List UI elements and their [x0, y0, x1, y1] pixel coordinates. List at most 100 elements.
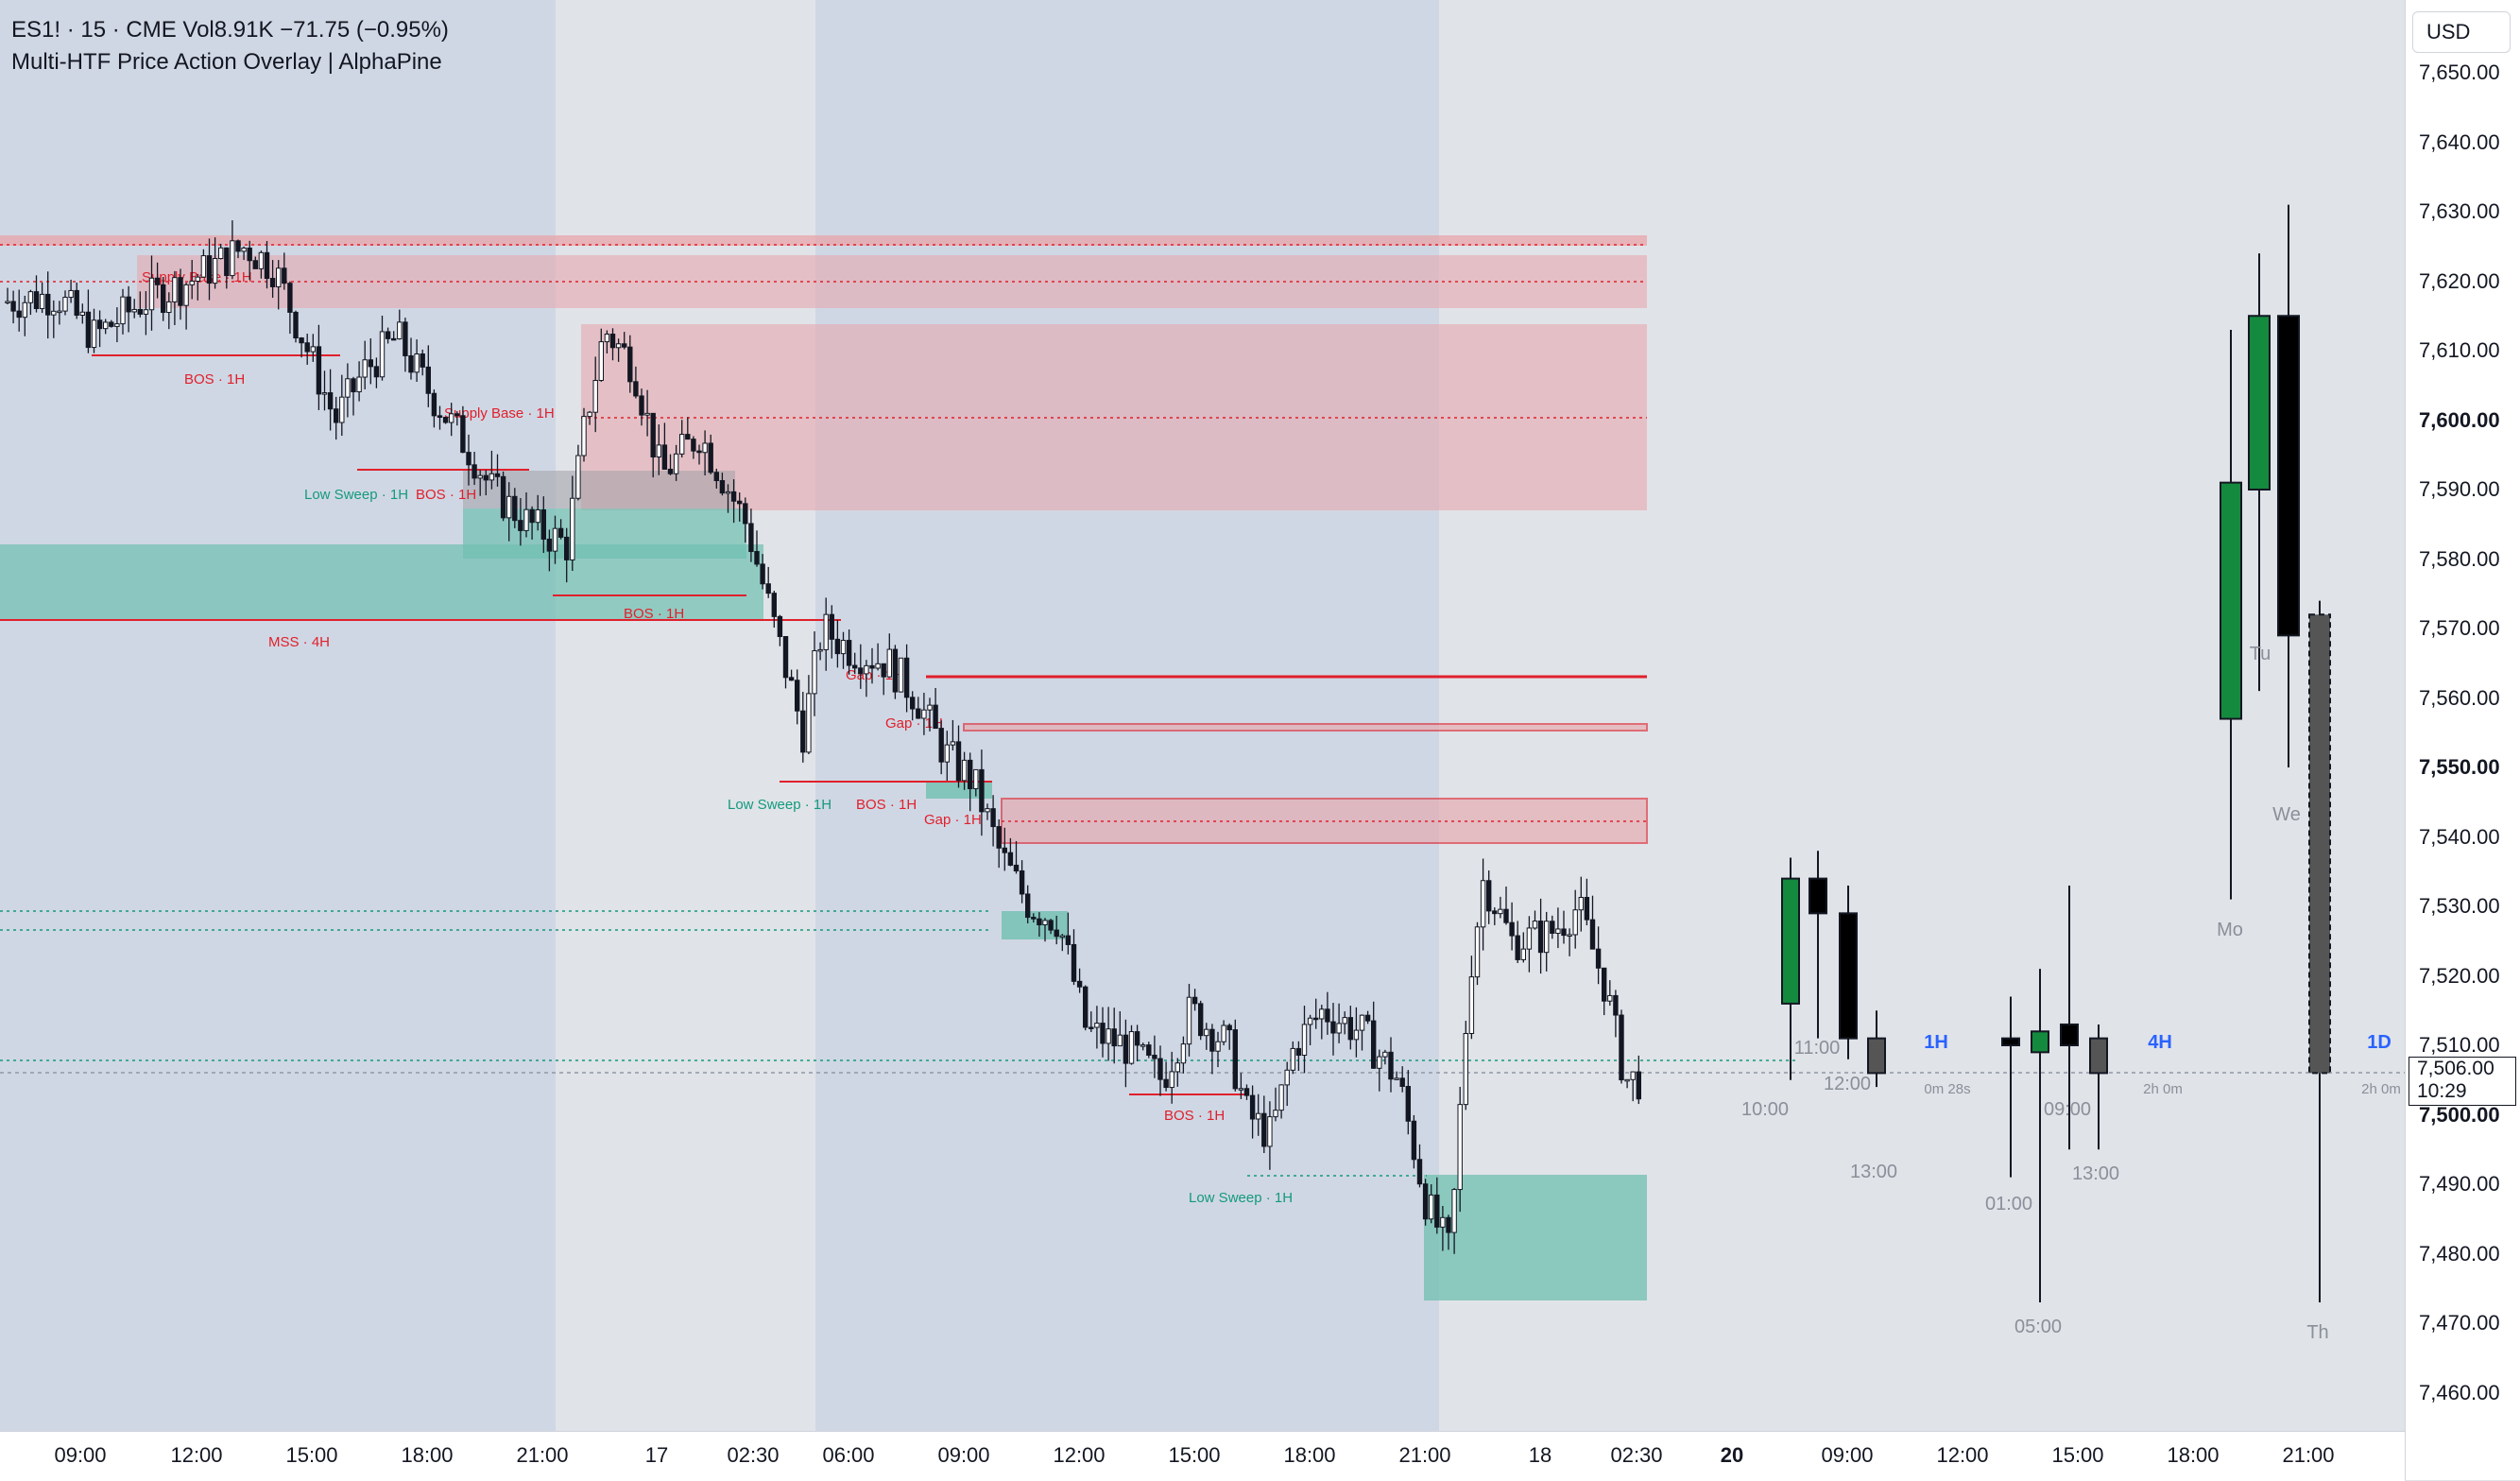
- candle-body: [103, 321, 109, 330]
- candle-body: [431, 392, 437, 417]
- candle-body: [148, 277, 155, 311]
- candle-body: [1520, 948, 1526, 960]
- candle-body: [968, 759, 973, 790]
- time-tick: 21:00: [516, 1443, 569, 1467]
- indicator-title[interactable]: Multi-HTF Price Action Overlay | AlphaPi…: [11, 49, 442, 75]
- time-axis[interactable]: 09:00 12:00 15:00 18:00 21:00 17 02:30 06:00 09:…: [0, 1431, 2405, 1481]
- candle-body: [339, 396, 345, 423]
- candle-body: [1226, 1025, 1232, 1031]
- candle-body: [212, 258, 218, 284]
- candle-body: [91, 319, 97, 349]
- candle-body: [1498, 908, 1503, 915]
- candle-body: [22, 301, 28, 319]
- structure-label: Gap · 1H: [924, 812, 982, 828]
- candle-body: [408, 354, 414, 373]
- candle-body: [1059, 935, 1065, 939]
- time-tick: 06:00: [822, 1443, 875, 1467]
- candle-body: [950, 741, 956, 746]
- price-tick: 7,460.00: [2419, 1380, 2500, 1404]
- structure-label: Low Sweep · 1H: [728, 797, 831, 813]
- candle-body: [1238, 1088, 1244, 1091]
- price-axis[interactable]: 7,650.00 7,640.00 7,630.00 7,620.00 7,610.00…: [2405, 0, 2520, 1480]
- price-tick: 7,510.00: [2419, 1033, 2500, 1057]
- candle-body: [195, 276, 201, 282]
- candle-body: [1434, 1194, 1440, 1228]
- candle-body: [166, 301, 172, 314]
- candle-body: [51, 310, 57, 316]
- candle-body: [529, 508, 535, 524]
- candle-body: [1613, 994, 1619, 1016]
- candle-body: [1619, 1014, 1624, 1081]
- candle-body: [1295, 1047, 1302, 1056]
- candle-body: [1463, 1033, 1468, 1106]
- candle-body: [1042, 920, 1048, 926]
- candle-body: [961, 759, 968, 782]
- candle-body: [864, 664, 869, 675]
- candle-body: [1561, 928, 1567, 937]
- candle-body: [1157, 1058, 1163, 1080]
- candle-body: [1215, 1041, 1221, 1052]
- candle-body: [5, 301, 10, 303]
- candle-body: [334, 408, 339, 423]
- structure-label: BOS · 1H: [856, 797, 917, 813]
- price-tick: 7,590.00: [2419, 477, 2500, 501]
- time-tick: 09:00: [1821, 1443, 1874, 1467]
- htf-candle-body: [2089, 1037, 2108, 1075]
- candle-body: [1232, 1029, 1238, 1090]
- candle-body: [1589, 919, 1596, 950]
- price-tick: 7,650.00: [2419, 60, 2500, 84]
- candle-body: [1382, 1051, 1388, 1058]
- candle-body: [460, 415, 466, 454]
- candle-body: [1123, 1034, 1129, 1064]
- candle-body: [1186, 996, 1192, 1045]
- candle-body: [1221, 1025, 1226, 1042]
- candle-body: [702, 442, 708, 454]
- candle-body: [685, 434, 691, 440]
- candle-body: [598, 341, 604, 382]
- htf-candle-body: [1809, 877, 1827, 915]
- candle-body: [131, 308, 137, 313]
- candle-body: [743, 503, 748, 525]
- candle-body: [293, 311, 299, 339]
- price-tick: 7,520.00: [2419, 963, 2500, 988]
- candle-body: [996, 826, 1002, 849]
- candle-body: [1468, 976, 1475, 1035]
- currency-button[interactable]: USD: [2412, 11, 2511, 53]
- candle-body: [916, 708, 921, 719]
- candle-body: [1474, 926, 1481, 978]
- symbol-info[interactable]: ES1! · 15 · CME Vol8.91K −71.75 (−0.95%): [11, 17, 449, 43]
- candle-body: [1492, 910, 1498, 915]
- htf-candle-body: [1781, 877, 1800, 1005]
- candle-body: [737, 500, 743, 505]
- htf-candle-body: [2308, 613, 2331, 1075]
- candle-body: [1054, 929, 1059, 938]
- candle-body: [299, 337, 304, 344]
- candle-body: [1336, 1023, 1342, 1034]
- candle-body: [1301, 1024, 1308, 1056]
- demand-zone: [1424, 1175, 1647, 1300]
- candle-body: [1191, 996, 1198, 1005]
- candle-body: [754, 551, 760, 565]
- candle-body: [1526, 927, 1533, 950]
- candle-body: [241, 247, 247, 252]
- candle-body: [858, 667, 864, 675]
- candle-body: [189, 280, 195, 285]
- candle-body: [327, 392, 334, 410]
- candle-body: [454, 413, 460, 417]
- candle-body: [161, 284, 166, 314]
- candle-body: [1388, 1051, 1394, 1080]
- candle-body: [1595, 948, 1602, 969]
- candle-body: [1578, 897, 1584, 911]
- candle-body: [921, 709, 927, 719]
- candle-body: [622, 343, 627, 348]
- candle-body: [518, 520, 523, 531]
- candle-body: [62, 297, 68, 312]
- time-tick: 12:00: [1053, 1443, 1106, 1467]
- candle-body: [673, 453, 679, 474]
- htf-time-label: Mo: [2217, 920, 2243, 940]
- candle-body: [633, 381, 639, 397]
- time-tick: 15:00: [1168, 1443, 1221, 1467]
- candle-body: [39, 293, 45, 310]
